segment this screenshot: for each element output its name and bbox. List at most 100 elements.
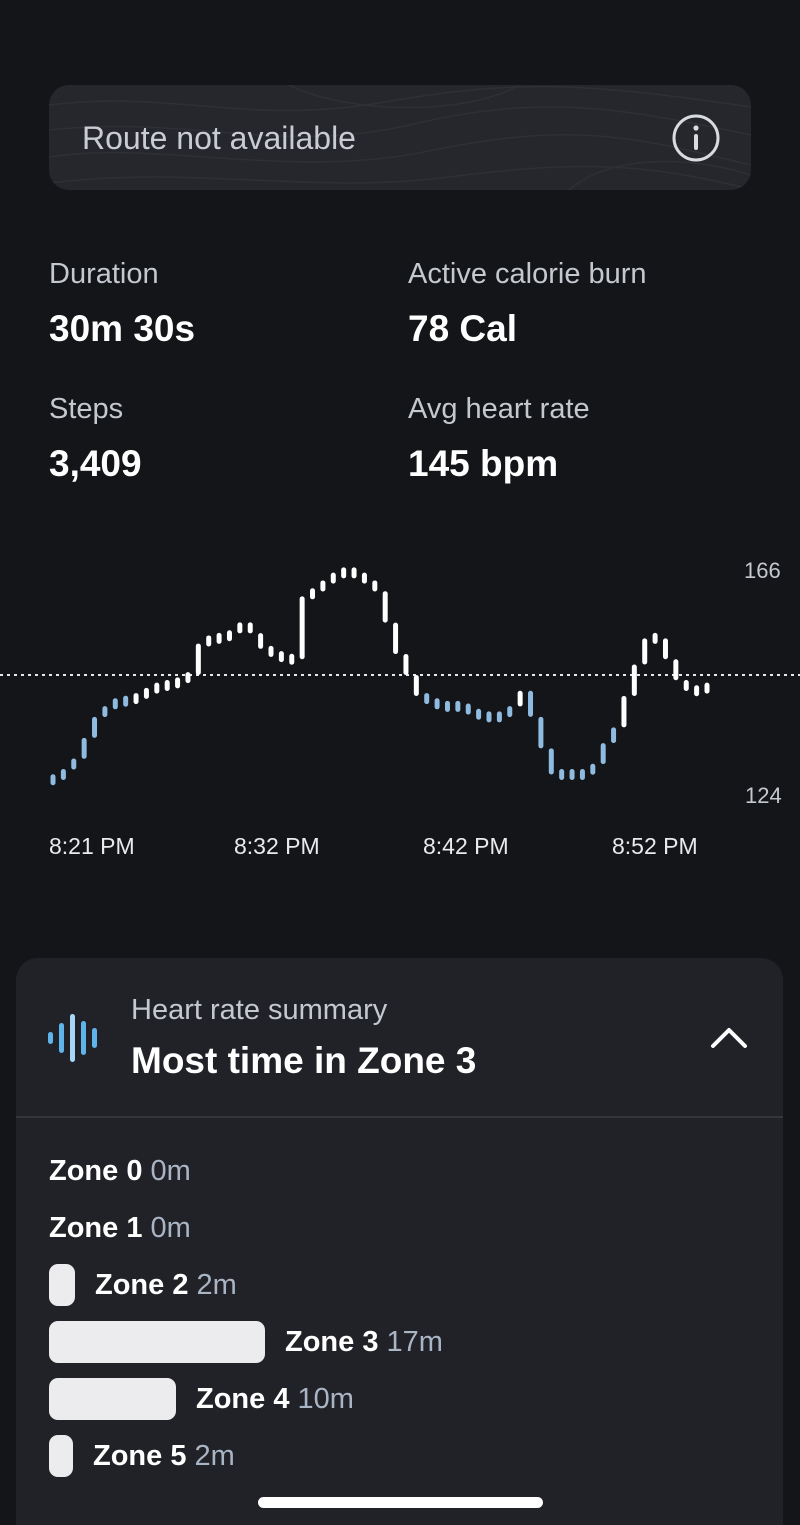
heart-rate-sample (310, 588, 316, 600)
heart-rate-sample (268, 645, 274, 657)
heart-rate-sample (517, 690, 523, 707)
heart-rate-sample (102, 706, 108, 718)
heart-rate-sample (559, 769, 565, 781)
heart-rate-sample (226, 630, 232, 642)
heart-rate-sample (631, 664, 637, 696)
zone-name: Zone 0 (49, 1154, 143, 1187)
heart-rate-sample (413, 675, 419, 696)
stat-duration: Duration 30m 30s (49, 257, 195, 351)
topographic-pattern-icon (49, 85, 751, 190)
stat-value: 78 Cal (408, 308, 518, 349)
heart-rate-sample (496, 711, 502, 723)
heart-rate-sample (185, 672, 191, 684)
stat-label: Avg heart rate (408, 393, 590, 425)
stat-value: 30m 30s (49, 308, 196, 349)
zone-row: Zone 4 10m (49, 1378, 354, 1420)
heart-rate-sample (60, 769, 66, 781)
heart-rate-sample (393, 622, 399, 655)
heart-rate-sample (112, 698, 118, 710)
y-tick-label: 166 (744, 558, 781, 583)
heart-rate-sample (621, 695, 627, 728)
heart-rate-sample (465, 703, 471, 715)
heart-rate-sample (652, 632, 658, 644)
heart-rate-sample (237, 622, 243, 634)
zone-time: 0m (150, 1154, 191, 1187)
zone-row: Zone 3 17m (49, 1321, 443, 1363)
heart-rate-sample (382, 591, 388, 623)
stat-avg-heart-rate: Avg heart rate 145 bpm (408, 392, 590, 486)
stat-label: Duration (49, 258, 159, 290)
zone-row: Zone 5 2m (49, 1435, 235, 1477)
heart-rate-chart[interactable]: 166 124 8:21 PM 8:32 PM 8:42 PM 8:52 PM (0, 545, 800, 875)
route-card: Route not available (49, 85, 751, 190)
zone-bar (49, 1435, 73, 1477)
zone-row: Zone 0 0m (49, 1150, 191, 1192)
home-indicator[interactable] (258, 1497, 543, 1508)
heart-rate-sample (683, 679, 689, 691)
summary-header[interactable]: Heart rate summary Most time in Zone 3 (16, 958, 783, 1118)
stat-active-calories: Active calorie burn 78 Cal (408, 257, 647, 351)
heart-rate-zones-icon (48, 1014, 97, 1062)
heart-rate-sample (175, 677, 181, 689)
heart-rate-sample (289, 653, 295, 665)
heart-rate-sample (71, 758, 77, 770)
heart-rate-sample (600, 743, 606, 765)
heart-rate-sample (195, 643, 201, 675)
heart-rate-sample (569, 769, 575, 781)
stat-steps: Steps 3,409 (49, 392, 142, 486)
heart-rate-sample (164, 679, 170, 691)
x-tick-label: 8:32 PM (234, 833, 320, 859)
zone-row: Zone 1 0m (49, 1207, 191, 1249)
heart-rate-sample (403, 654, 409, 675)
stat-value: 3,409 (49, 443, 142, 484)
heart-rate-sample (444, 700, 450, 712)
heart-rate-sample (81, 737, 87, 759)
zone-name: Zone 5 (93, 1439, 187, 1472)
zone-row: Zone 2 2m (49, 1264, 237, 1306)
heart-rate-sample (486, 711, 492, 723)
y-tick-label: 124 (745, 783, 782, 808)
route-unavailable-text: Route not available (82, 120, 356, 156)
zone-time: 10m (297, 1382, 354, 1415)
chevron-up-icon[interactable] (709, 1024, 749, 1050)
heart-rate-sample (642, 638, 648, 665)
heart-rate-sample (361, 572, 367, 584)
heart-rate-summary-card: Heart rate summary Most time in Zone 3 Z… (16, 958, 783, 1525)
heart-rate-sample (590, 763, 596, 775)
heart-rate-sample (299, 596, 305, 660)
heart-rate-plot (0, 567, 800, 786)
heart-rate-sample (206, 635, 212, 647)
zone-time: 2m (194, 1439, 235, 1472)
heart-rate-sample (434, 698, 440, 710)
heart-rate-sample (320, 580, 326, 592)
info-icon[interactable] (671, 113, 721, 163)
heart-rate-sample (351, 567, 357, 579)
heart-rate-sample (372, 580, 378, 592)
stat-label: Active calorie burn (408, 258, 647, 290)
heart-rate-sample (143, 687, 149, 699)
zone-name: Zone 1 (49, 1211, 143, 1244)
heart-rate-sample (133, 693, 139, 705)
close-icon[interactable] (30, 0, 84, 10)
x-tick-label: 8:52 PM (612, 833, 698, 859)
heart-rate-sample (258, 633, 264, 649)
heart-rate-sample (123, 695, 129, 707)
heart-rate-sample (704, 682, 710, 694)
heart-rate-sample (476, 708, 482, 720)
heart-rate-sample (528, 690, 534, 717)
heart-rate-sample (154, 682, 160, 694)
heart-rate-sample (247, 622, 253, 634)
stat-value: 145 bpm (408, 443, 559, 484)
heart-rate-sample (455, 700, 461, 712)
heart-rate-sample (579, 769, 585, 781)
heart-rate-sample (548, 748, 554, 775)
heart-rate-sample (673, 659, 679, 681)
stat-label: Steps (49, 393, 124, 425)
zone-time: 17m (386, 1325, 443, 1358)
zone-bar (49, 1321, 265, 1363)
heart-rate-sample (50, 774, 56, 786)
heart-rate-sample (278, 651, 284, 663)
heart-rate-sample (538, 716, 544, 749)
heart-rate-sample (611, 727, 617, 744)
